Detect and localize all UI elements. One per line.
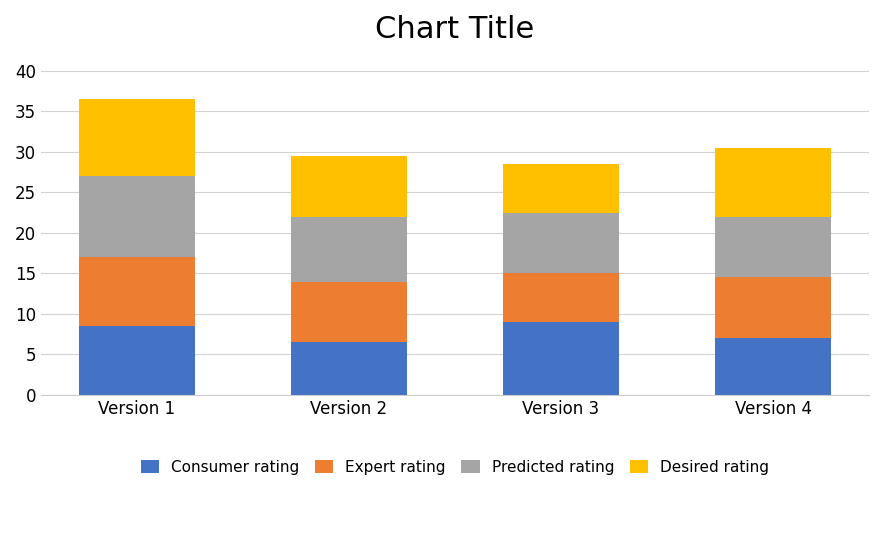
Bar [503, 213, 620, 273]
Bar [503, 164, 620, 213]
Bar [79, 326, 195, 395]
Bar [715, 148, 831, 217]
Bar [503, 322, 620, 395]
Bar [79, 257, 195, 326]
Bar [715, 278, 831, 338]
Bar [291, 217, 408, 281]
Bar [715, 338, 831, 395]
Bar [79, 176, 195, 257]
Bar [291, 342, 408, 395]
Bar [291, 281, 408, 342]
Bar [291, 156, 408, 217]
Title: Chart Title: Chart Title [376, 15, 535, 44]
Bar [503, 273, 620, 322]
Legend: Consumer rating, Expert rating, Predicted rating, Desired rating: Consumer rating, Expert rating, Predicte… [134, 454, 775, 481]
Bar [79, 99, 195, 176]
Bar [715, 217, 831, 278]
